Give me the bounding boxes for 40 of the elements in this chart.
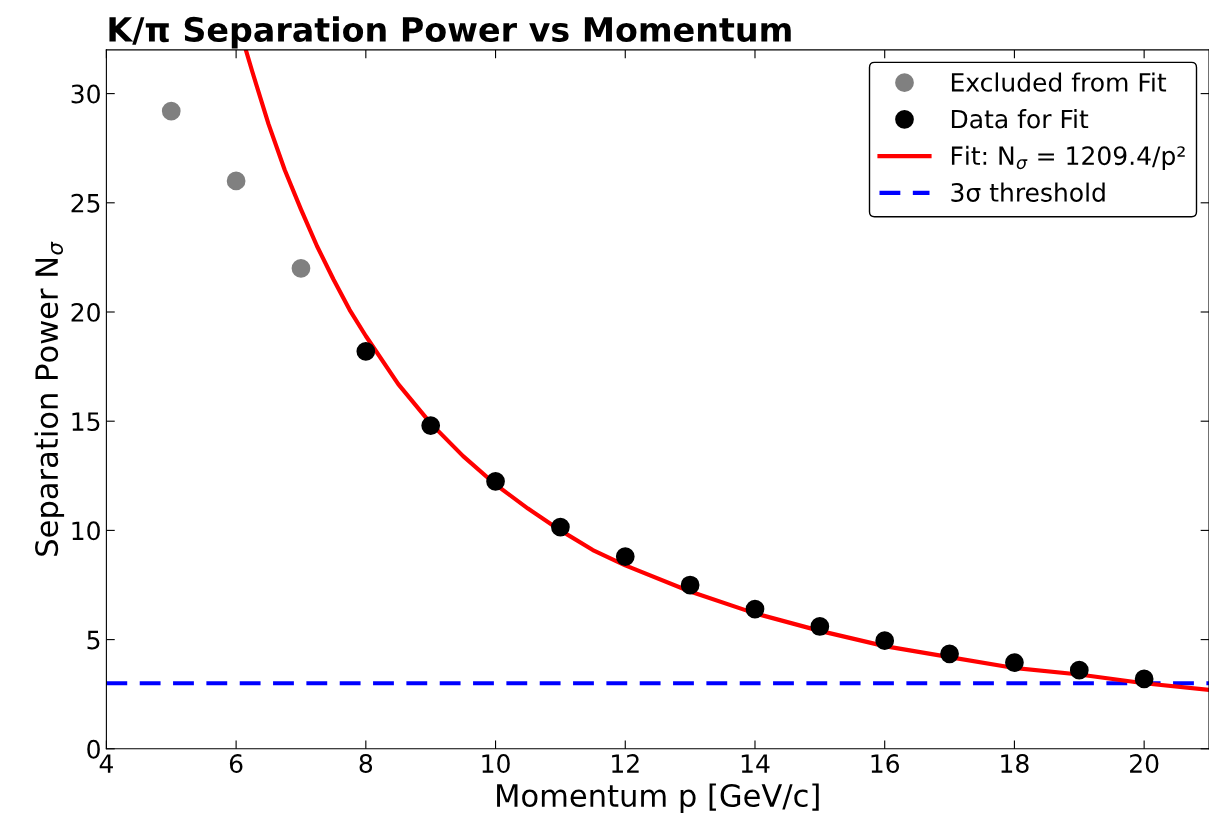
x-tick-label: 12 bbox=[612, 754, 639, 773]
x-tick-label: 10 bbox=[482, 754, 510, 774]
point bbox=[680, 575, 700, 595]
legend-label: Fit: N$_{σ}$ = 1209.4/p² bbox=[951, 145, 1185, 171]
point bbox=[356, 341, 376, 361]
y-tick-label: 20 bbox=[71, 302, 100, 322]
point bbox=[615, 547, 635, 566]
y-tick-label: 10 bbox=[72, 521, 100, 541]
y-tick-label: 25 bbox=[71, 193, 100, 213]
point bbox=[1069, 660, 1089, 680]
point bbox=[875, 631, 895, 651]
point bbox=[745, 599, 765, 619]
legend-label: 3σ threshold bbox=[951, 182, 1105, 202]
point bbox=[810, 617, 830, 636]
point bbox=[161, 101, 181, 121]
y-tick-label: 15 bbox=[72, 412, 100, 432]
y-axis-title: Separation Power N$_{σ}$ bbox=[34, 241, 65, 556]
point bbox=[486, 471, 505, 491]
y-tick-label: 30 bbox=[71, 84, 100, 104]
x-tick-label: 14 bbox=[741, 754, 770, 773]
x-tick-label: 18 bbox=[1001, 754, 1029, 774]
point bbox=[940, 644, 959, 664]
point bbox=[291, 258, 311, 278]
x-tick-label: 6 bbox=[229, 754, 243, 774]
x-tick-label: 16 bbox=[871, 754, 900, 774]
point bbox=[421, 416, 441, 435]
chart-title: K/π Separation Power vs Momentum bbox=[109, 16, 791, 49]
legend-label: Excluded from Fit bbox=[951, 72, 1167, 92]
point bbox=[1134, 669, 1154, 689]
x-axis-title: Momentum p [GeV/c] bbox=[497, 783, 819, 813]
point bbox=[551, 517, 570, 537]
y-tick-label: 5 bbox=[87, 630, 100, 650]
x-tick-label: 4 bbox=[99, 754, 113, 773]
point bbox=[226, 171, 246, 191]
line-series bbox=[243, 49, 1209, 692]
x-tick-label: 20 bbox=[1130, 754, 1159, 774]
legend-label: Data for Fit bbox=[951, 109, 1089, 129]
y-tick-label: 0 bbox=[87, 739, 100, 759]
point bbox=[1005, 653, 1024, 672]
x-tick-label: 8 bbox=[359, 754, 373, 774]
